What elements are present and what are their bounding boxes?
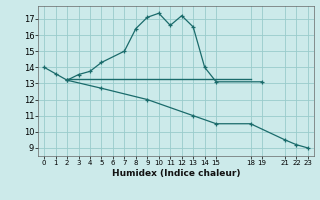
X-axis label: Humidex (Indice chaleur): Humidex (Indice chaleur) <box>112 169 240 178</box>
